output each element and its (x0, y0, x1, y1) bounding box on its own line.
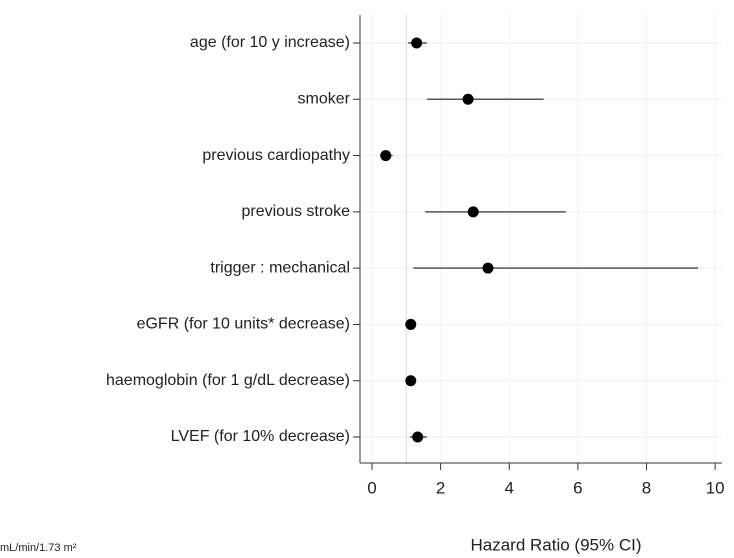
point-estimate (405, 375, 417, 387)
point-estimate (467, 206, 479, 218)
y-tick-label: haemoglobin (for 1 g/dL decrease) (106, 372, 350, 389)
point-estimate (380, 150, 392, 162)
y-tick-label: previous cardiopathy (202, 147, 350, 164)
point-estimate (412, 431, 424, 443)
x-tick-label: 2 (436, 478, 445, 497)
y-tick-label: previous stroke (242, 203, 351, 220)
point-estimate (462, 93, 474, 105)
y-tick-label: eGFR (for 10 units* decrease) (137, 316, 350, 333)
x-tick-label: 6 (573, 478, 582, 497)
x-tick-label: 10 (706, 478, 725, 497)
y-tick-label: smoker (298, 91, 351, 108)
x-tick-label: 4 (505, 478, 514, 497)
point-estimate (482, 262, 494, 274)
x-tick-label: 8 (642, 478, 651, 497)
x-tick-label: 0 (367, 478, 376, 497)
y-tick-label: age (for 10 y increase) (190, 34, 350, 51)
y-tick-label: trigger : mechanical (210, 259, 350, 276)
point-estimate (405, 318, 417, 330)
x-axis-title: Hazard Ratio (95% CI) (470, 535, 641, 554)
point-estimate (411, 37, 423, 49)
y-tick-label: LVEF (for 10% decrease) (171, 428, 350, 445)
footnote: mL/min/1.73 m² (0, 542, 77, 554)
